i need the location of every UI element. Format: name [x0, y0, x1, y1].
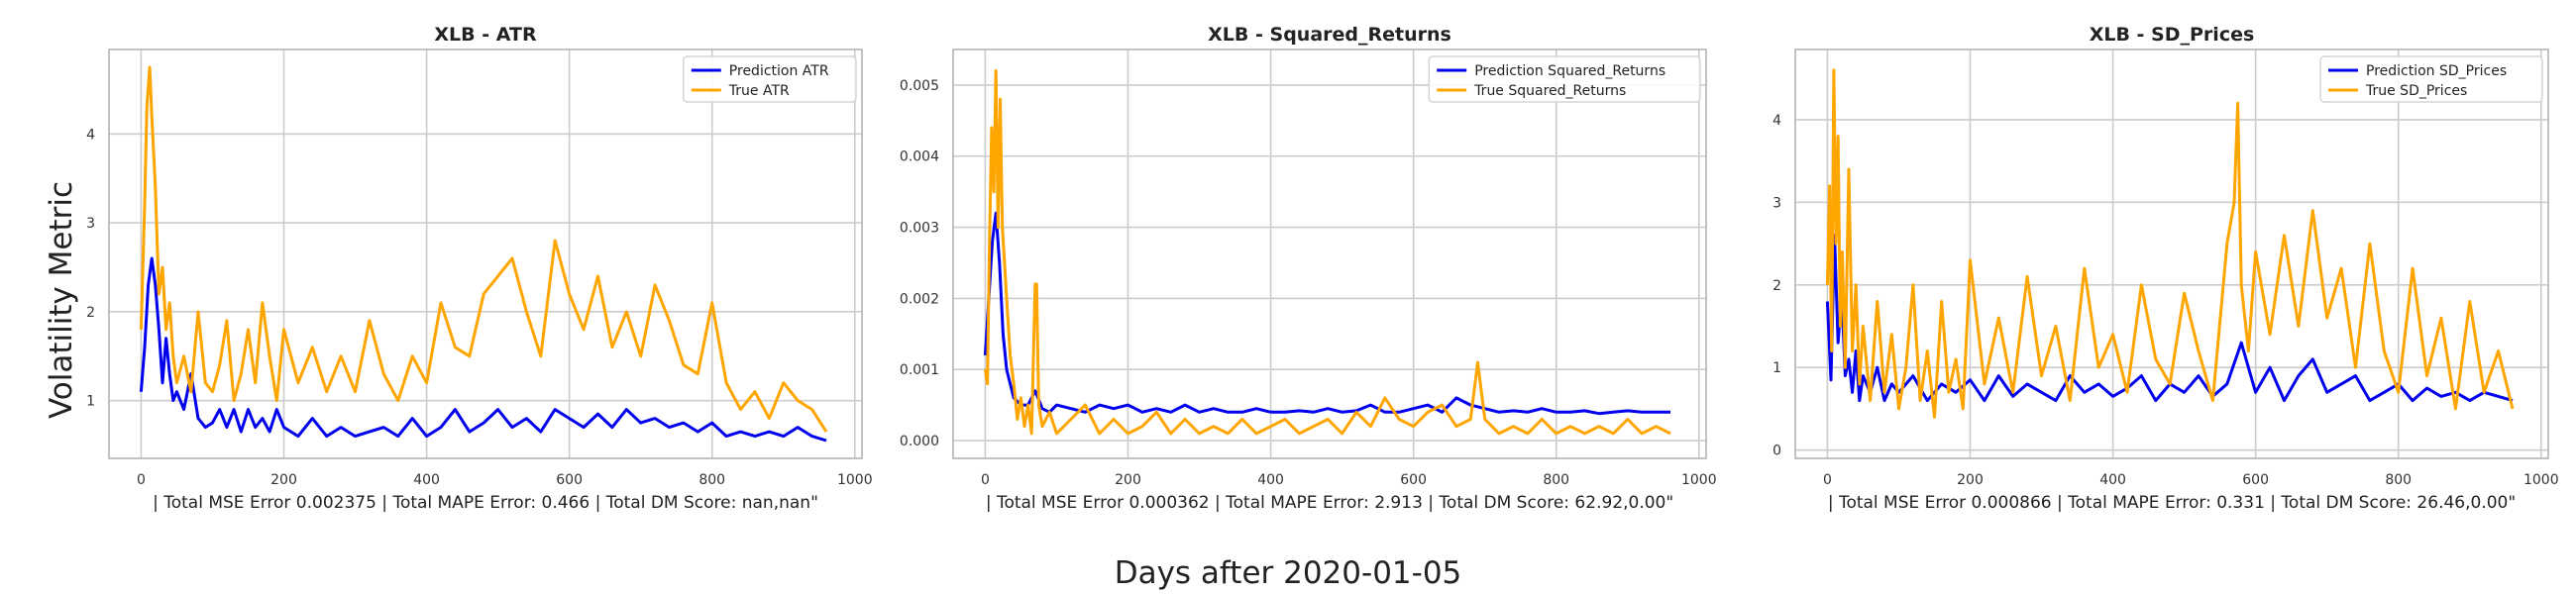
x-tick-label: 1000	[2523, 472, 2559, 488]
series-line-true	[1825, 68, 2515, 419]
legend: Prediction ATR True ATR	[683, 55, 857, 103]
plot-frame	[952, 49, 1707, 459]
legend-label: True SD_Prices	[2365, 83, 2467, 99]
figure-ylabel: Volatility Metric	[44, 181, 79, 419]
x-tick-label: 0	[1823, 472, 1832, 488]
chart-title: XLB - SD_Prices	[2090, 24, 2255, 46]
legend-box	[1428, 55, 1701, 103]
figure-xlabel: Days after 2020-01-05	[1115, 555, 1462, 591]
x-tick-label: 600	[556, 472, 583, 488]
y-tick-label: 0.005	[900, 78, 939, 94]
chart-metrics-label: | Total MSE Error 0.002375 | Total MAPE …	[153, 493, 818, 513]
series-line-prediction	[139, 256, 827, 443]
chart-panel-1: 0 200 400 600 800 1000 1 2 3 4 XLB - ATR | Total MS…	[86, 24, 873, 513]
x-tick-label: 800	[2385, 472, 2412, 488]
y-tick-label: 2	[1772, 278, 1781, 294]
y-tick-label: 0.004	[900, 149, 939, 165]
x-tick-label: 400	[1257, 472, 1284, 488]
x-tick-label: 400	[413, 472, 440, 488]
legend: Prediction SD_Prices True SD_Prices	[2319, 55, 2543, 103]
x-tick-label: 800	[698, 472, 725, 488]
chart-metrics-label: | Total MSE Error 0.000362 | Total MAPE …	[986, 493, 1673, 513]
series-line-true	[139, 65, 828, 433]
plot-area	[1795, 50, 2548, 458]
legend-label: True ATR	[728, 83, 790, 99]
plot-area	[953, 50, 1706, 458]
y-tick-label: 0.002	[900, 291, 939, 307]
y-tick-label: 3	[86, 216, 95, 232]
legend-label: Prediction ATR	[729, 63, 829, 79]
y-tick-label: 0.000	[900, 434, 939, 449]
chart-panel-3: 0 200 400 600 800 1000 0 1 2 3 4 XLB - SD_Prices | T…	[1772, 24, 2559, 513]
y-tick-label: 4	[1772, 113, 1781, 129]
legend-label: Prediction SD_Prices	[2366, 63, 2507, 79]
x-tick-label: 600	[1400, 472, 1427, 488]
legend-label: Prediction Squared_Returns	[1474, 63, 1665, 79]
chart-title: XLB - Squared_Returns	[1208, 24, 1451, 46]
y-tick-label: 1	[86, 394, 95, 410]
chart-metrics-label: | Total MSE Error 0.000866 | Total MAPE …	[1828, 493, 2516, 513]
legend-box	[683, 55, 857, 103]
series-line-prediction	[1825, 234, 2514, 403]
x-tick-label: 0	[981, 472, 990, 488]
x-tick-label: 600	[2242, 472, 2269, 488]
x-tick-label: 200	[270, 472, 297, 488]
x-tick-label: 200	[1957, 472, 1984, 488]
chart-title: XLB - ATR	[434, 24, 537, 46]
x-tick-label: 1000	[837, 472, 873, 488]
x-tick-label: 200	[1115, 472, 1141, 488]
legend-box	[2319, 55, 2543, 103]
series-line-prediction	[983, 211, 1670, 416]
x-tick-label: 0	[137, 472, 146, 488]
x-tick-label: 1000	[1681, 472, 1717, 488]
y-tick-label: 0	[1772, 444, 1781, 459]
plot-frame	[108, 49, 863, 459]
series-line-true	[983, 69, 1671, 436]
x-tick-label: 400	[2099, 472, 2126, 488]
y-tick-label: 0.001	[900, 362, 939, 378]
y-tick-label: 3	[1772, 195, 1781, 211]
y-tick-label: 0.003	[900, 221, 939, 237]
y-tick-label: 2	[86, 305, 95, 321]
y-tick-label: 4	[86, 127, 95, 143]
legend-label: True Squared_Returns	[1473, 83, 1626, 99]
legend: Prediction Squared_Returns True Squared_R…	[1428, 55, 1701, 103]
plot-frame	[1794, 49, 2549, 459]
chart-panel-2: 0 200 400 600 800 1000 0.000 0.001 0.002 0.003 0.0…	[900, 24, 1717, 513]
x-tick-label: 800	[1543, 472, 1569, 488]
y-tick-label: 1	[1772, 360, 1781, 376]
